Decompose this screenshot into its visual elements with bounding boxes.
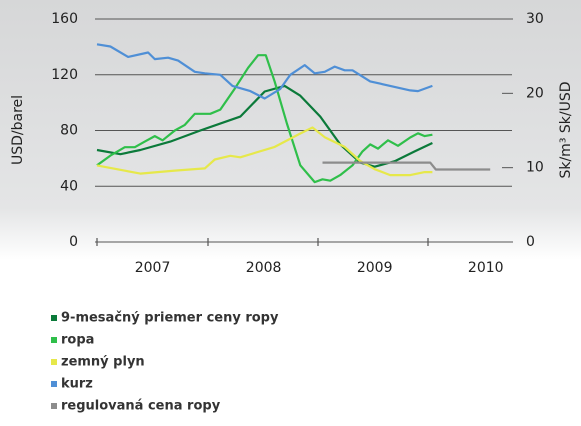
y2-axis-title: Sk/m³ Sk/USD: [558, 81, 574, 178]
series-line: [96, 43, 433, 100]
series-line: [322, 161, 491, 171]
legend-text: regulovaná cena ropy: [61, 399, 221, 414]
x-tick-label: 2010: [468, 260, 504, 276]
x-tick-label: 2007: [135, 260, 171, 276]
y2-tick-label: 10: [526, 160, 544, 176]
x-tick-label: 2008: [246, 260, 282, 276]
y-axis-title: USD/barel: [10, 95, 26, 165]
y-tick-label: 160: [51, 11, 78, 27]
legend-marker: [51, 315, 57, 321]
legend-text: ropa: [61, 333, 94, 348]
y-tick-label: 0: [69, 234, 78, 250]
y-tick-label: 40: [60, 178, 78, 194]
series-line: [96, 126, 433, 177]
series-line: [96, 84, 433, 168]
legend-text: 9-mesačný priemer ceny ropy: [61, 311, 279, 326]
legend-text: zemný plyn: [61, 355, 145, 370]
y2-tick-label: 0: [526, 234, 535, 250]
x-tick-label: 2009: [357, 260, 393, 276]
legend-text: kurz: [61, 377, 93, 392]
y2-tick-label: 20: [526, 85, 544, 101]
y-tick-label: 80: [60, 123, 78, 139]
legend-marker: [51, 403, 57, 409]
legend-marker: [51, 337, 57, 343]
legend-marker: [51, 359, 57, 365]
series-line: [96, 54, 433, 184]
y-tick-label: 120: [51, 67, 78, 83]
y2-tick-label: 30: [526, 11, 544, 27]
legend-marker: [51, 381, 57, 387]
